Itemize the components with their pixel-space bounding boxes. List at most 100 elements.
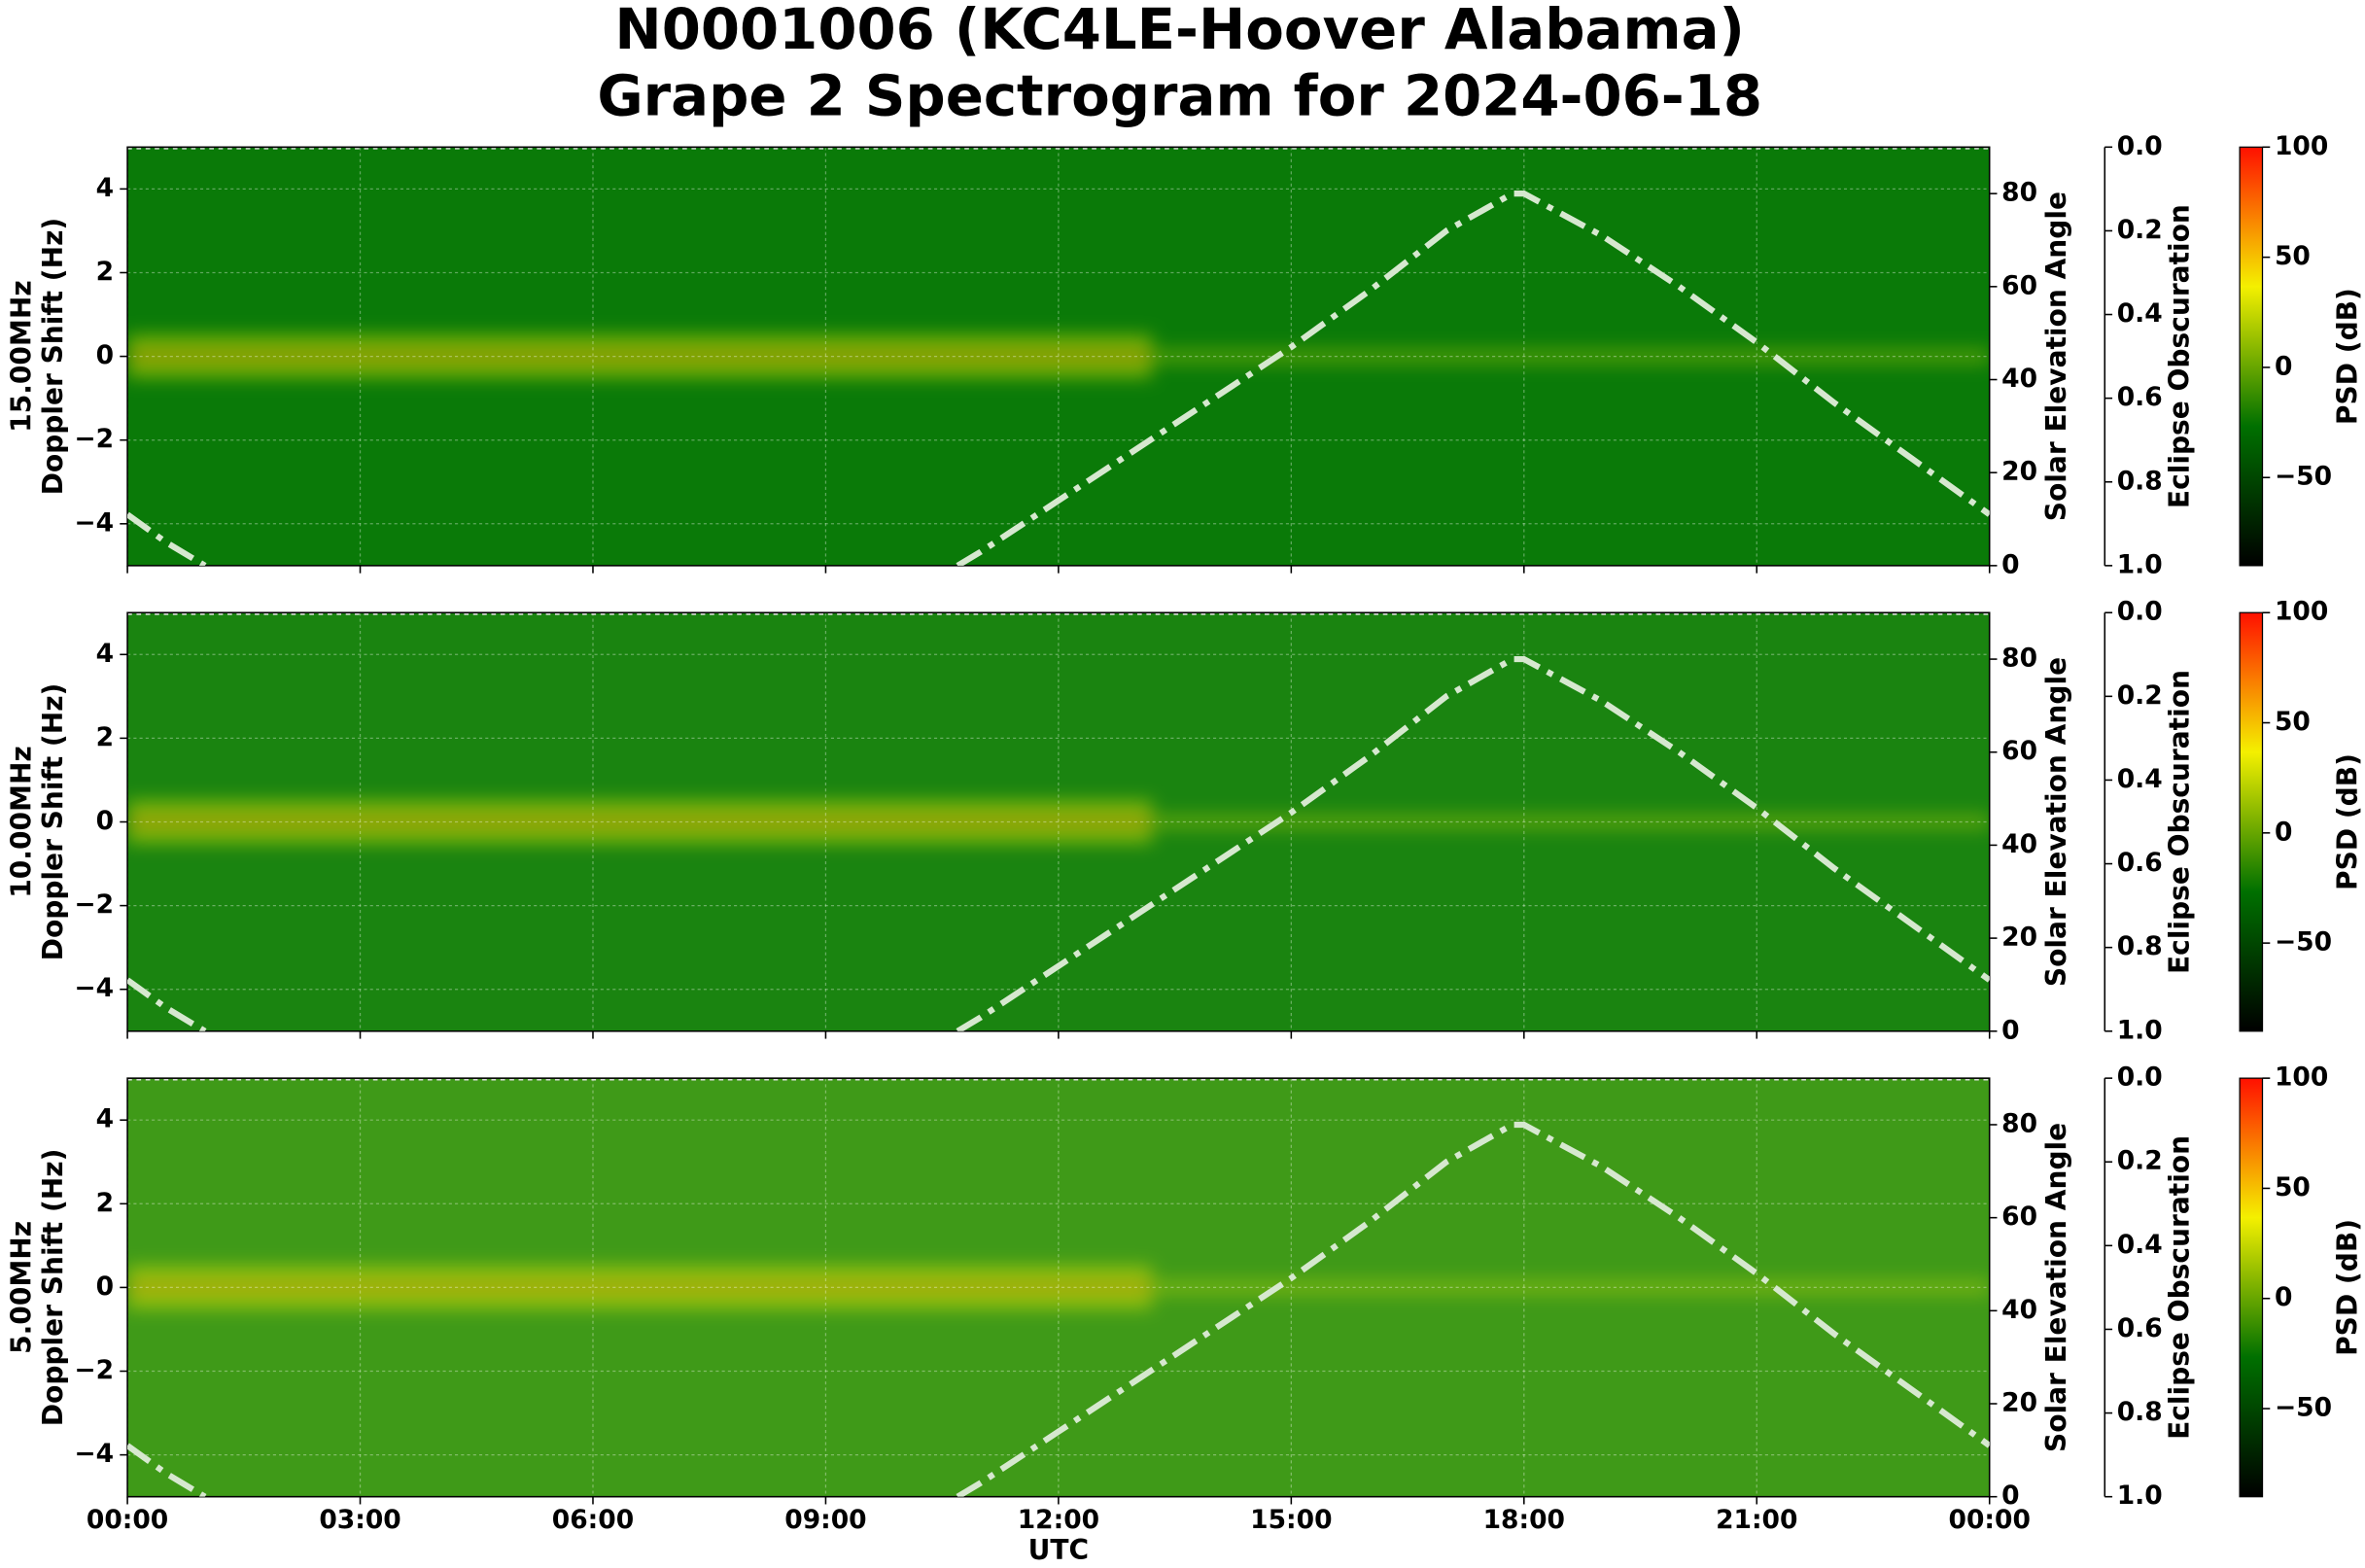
- y2-tick-label: 0: [2001, 1481, 2019, 1511]
- y3-tick-label: 0.6: [2117, 382, 2163, 412]
- y3-tick-label: 0.2: [2117, 680, 2163, 711]
- y2-tick-label: 80: [2001, 1108, 2037, 1138]
- y-tick-label: 2: [96, 1188, 114, 1218]
- x-tick-label: 06:00: [552, 1505, 634, 1535]
- y2-tick-label: 0: [2001, 549, 2019, 579]
- y-tick-label: −2: [74, 1355, 114, 1385]
- solar-elevation-line: [127, 1121, 1990, 1497]
- y2-tick-label: 80: [2001, 178, 2037, 208]
- y3-tick-label: 0.8: [2117, 1397, 2163, 1427]
- colorbar-tick-label: 0: [2275, 351, 2292, 381]
- spectrogram-texture: [127, 334, 1990, 378]
- colorbar-tick-label: 50: [2275, 707, 2311, 737]
- y2-tick-label: 20: [2001, 457, 2037, 487]
- y-axis-label: 15.00MHz: [5, 280, 37, 433]
- signal-core: [127, 1282, 1152, 1293]
- y2-tick-label: 40: [2001, 829, 2037, 859]
- y2-tick-label: 40: [2001, 1295, 2037, 1325]
- signal-core: [127, 817, 1152, 827]
- y-tick-label: −4: [74, 507, 114, 538]
- y-tick-label: −2: [74, 889, 114, 920]
- y-tick-label: 2: [96, 722, 114, 752]
- x-tick-label: 03:00: [319, 1505, 400, 1535]
- y-tick-label: 4: [96, 173, 114, 203]
- colorbar-tick-label: −50: [2275, 462, 2332, 492]
- y2-tick-label: 0: [2001, 1015, 2019, 1045]
- y2-tick-label: 80: [2001, 644, 2037, 674]
- y-tick-label: 4: [96, 639, 114, 669]
- colorbar: [2239, 1077, 2264, 1498]
- colorbar: [2239, 611, 2264, 1032]
- axes-frame: [126, 1077, 1991, 1498]
- colorbar: [2239, 146, 2264, 567]
- y-tick-label: −2: [74, 424, 114, 454]
- y-axis-label: Doppler Shift (Hz): [37, 218, 69, 496]
- solar-elevation-line: [127, 191, 1990, 566]
- axes-frame: [126, 146, 1991, 567]
- x-axis-label: UTC: [1028, 1534, 1090, 1566]
- y-tick-label: 4: [96, 1104, 114, 1134]
- y2-tick-label: 20: [2001, 1388, 2037, 1418]
- colorbar-tick-label: 50: [2275, 1172, 2311, 1202]
- y3-tick-label: 0.4: [2117, 764, 2163, 794]
- y3-tick-label: 0.0: [2117, 597, 2163, 627]
- colorbar-tick-label: −50: [2275, 927, 2332, 958]
- y-axis-label: Doppler Shift (Hz): [37, 1149, 69, 1427]
- y3-tick-label: 0.4: [2117, 298, 2163, 329]
- solar-elevation-line: [127, 655, 1990, 1031]
- y2-tick-label: 60: [2001, 1202, 2037, 1232]
- x-tick-label: 00:00: [87, 1505, 168, 1535]
- y3-tick-label: 0.4: [2117, 1230, 2163, 1260]
- colorbar-label: PSD (dB): [2331, 288, 2363, 425]
- colorbar-tick-label: 100: [2275, 1063, 2328, 1093]
- x-tick-label: 00:00: [1949, 1505, 2031, 1535]
- y3-tick-label: 0.6: [2117, 1313, 2163, 1343]
- y3-tick-label: 0.2: [2117, 215, 2163, 245]
- x-tick-label: 18:00: [1483, 1505, 1565, 1535]
- y3-axis-label: Eclipse Obscuration: [2163, 1135, 2195, 1440]
- y2-axis-label: Solar Elevation Angle: [2040, 192, 2072, 521]
- y3-tick-label: 1.0: [2117, 1015, 2163, 1045]
- x-tick-label: 12:00: [1018, 1505, 1099, 1535]
- y2-tick-label: 40: [2001, 364, 2037, 394]
- y3-tick-label: 1.0: [2117, 1481, 2163, 1511]
- y-tick-label: 2: [96, 257, 114, 287]
- y-tick-label: −4: [74, 1439, 114, 1469]
- x-tick-label: 15:00: [1250, 1505, 1332, 1535]
- y3-tick-label: 0.8: [2117, 466, 2163, 496]
- y2-axis-label: Solar Elevation Angle: [2040, 657, 2072, 987]
- y3-axis-label: Eclipse Obscuration: [2163, 204, 2195, 508]
- colorbar-tick-label: −50: [2275, 1393, 2332, 1423]
- y3-tick-label: 0.2: [2117, 1146, 2163, 1176]
- signal-core: [127, 351, 1152, 362]
- axes-frame: [126, 611, 1991, 1032]
- y3-tick-label: 0.8: [2117, 931, 2163, 961]
- x-tick-label: 09:00: [784, 1505, 866, 1535]
- y3-tick-label: 1.0: [2117, 549, 2163, 579]
- colorbar-label: PSD (dB): [2331, 753, 2363, 890]
- y3-tick-label: 0.0: [2117, 1063, 2163, 1093]
- y3-axis-label: Eclipse Obscuration: [2163, 670, 2195, 974]
- title-line: N0001006 (KC4LE-Hoover Alabama): [614, 0, 1745, 62]
- colorbar-label: PSD (dB): [2331, 1219, 2363, 1356]
- y-axis-label: Doppler Shift (Hz): [37, 683, 69, 961]
- y3-tick-label: 0.6: [2117, 848, 2163, 878]
- colorbar-tick-label: 0: [2275, 1282, 2292, 1312]
- y-tick-label: 0: [96, 1272, 114, 1302]
- y-tick-label: −4: [74, 973, 114, 1003]
- y2-tick-label: 20: [2001, 923, 2037, 953]
- colorbar-tick-label: 50: [2275, 241, 2311, 271]
- y-tick-label: 0: [96, 806, 114, 836]
- colorbar-tick-label: 0: [2275, 817, 2292, 847]
- colorbar-tick-label: 100: [2275, 597, 2328, 627]
- colorbar-tick-label: 100: [2275, 131, 2328, 161]
- y2-tick-label: 60: [2001, 270, 2037, 300]
- x-tick-label: 21:00: [1716, 1505, 1797, 1535]
- title-line: Grape 2 Spectrogram for 2024-06-18: [597, 63, 1762, 129]
- y-axis-label: 10.00MHz: [5, 746, 37, 898]
- y2-axis-label: Solar Elevation Angle: [2040, 1123, 2072, 1452]
- y3-tick-label: 0.0: [2117, 131, 2163, 161]
- y-tick-label: 0: [96, 340, 114, 370]
